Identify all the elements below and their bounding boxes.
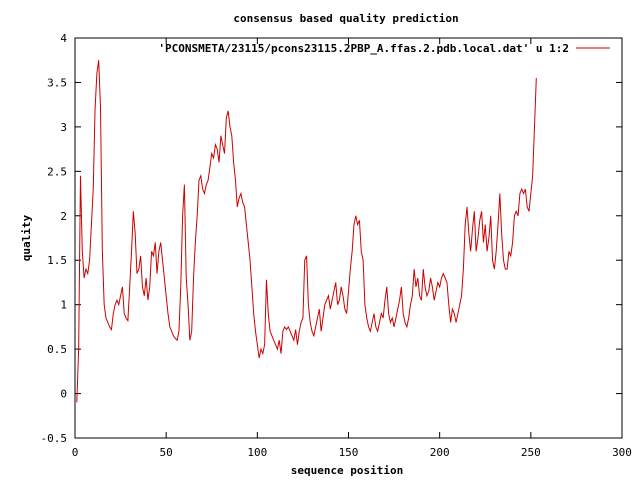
y-tick-label: 1 bbox=[60, 299, 67, 312]
series-line-0 bbox=[76, 60, 537, 403]
legend-label: 'PCONSMETA/23115/pcons23115.2PBP_A.ffas.… bbox=[158, 42, 569, 55]
x-tick-label: 250 bbox=[521, 446, 541, 459]
y-tick-label: 0.5 bbox=[47, 343, 67, 356]
x-tick-label: 100 bbox=[247, 446, 267, 459]
x-tick-label: 300 bbox=[612, 446, 632, 459]
y-tick-label: -0.5 bbox=[41, 432, 68, 445]
x-tick-label: 200 bbox=[430, 446, 450, 459]
y-axis-label: quality bbox=[20, 214, 33, 261]
y-tick-label: 1.5 bbox=[47, 254, 67, 267]
y-tick-label: 2 bbox=[60, 210, 67, 223]
y-tick-label: 3.5 bbox=[47, 76, 67, 89]
y-tick-label: 3 bbox=[60, 121, 67, 134]
x-tick-label: 0 bbox=[72, 446, 79, 459]
y-tick-label: 0 bbox=[60, 388, 67, 401]
y-tick-label: 4 bbox=[60, 32, 67, 45]
x-tick-label: 50 bbox=[160, 446, 173, 459]
y-tick-label: 2.5 bbox=[47, 165, 67, 178]
chart-title: consensus based quality prediction bbox=[233, 12, 458, 25]
x-tick-label: 150 bbox=[339, 446, 359, 459]
x-axis-label: sequence position bbox=[291, 464, 404, 477]
